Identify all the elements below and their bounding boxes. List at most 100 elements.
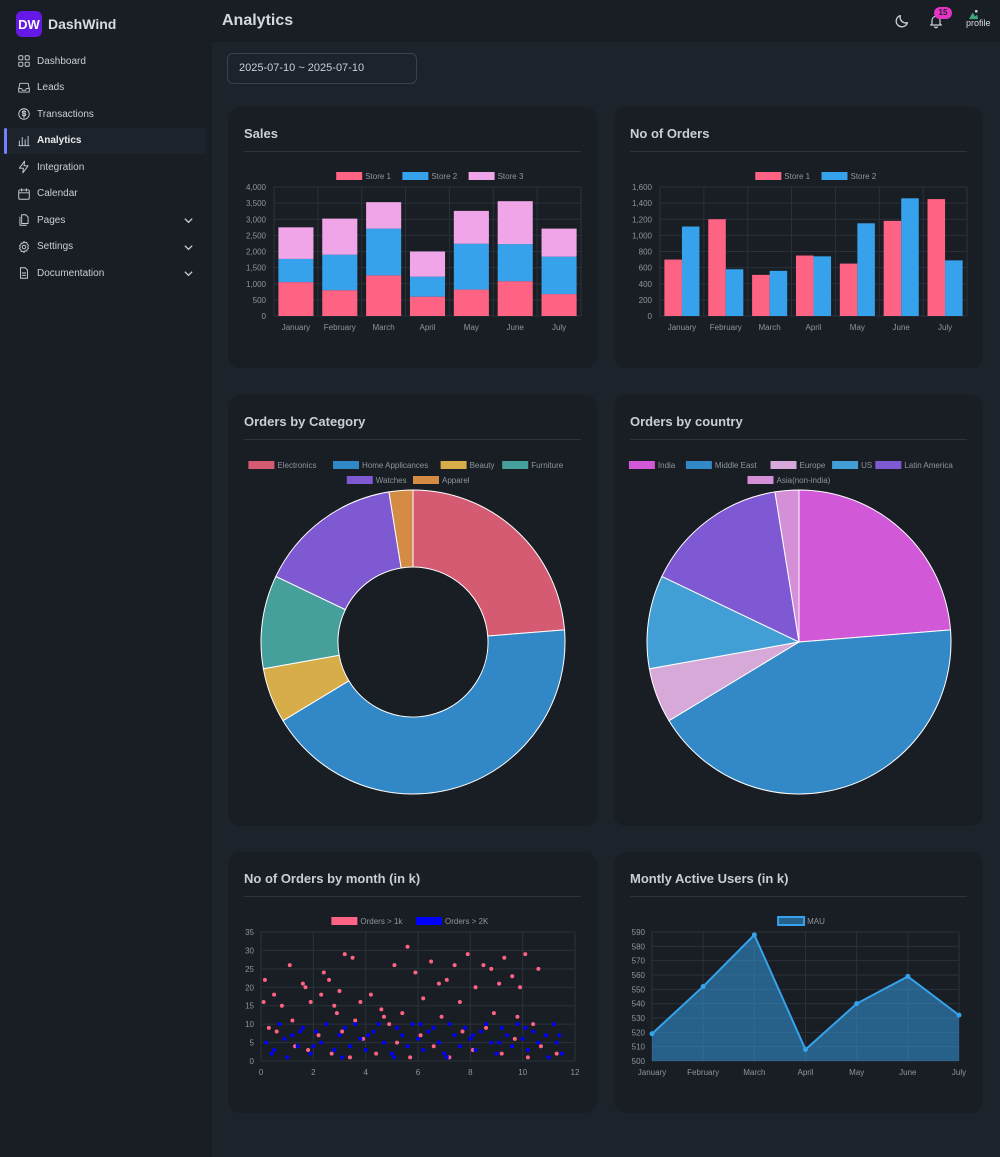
scatter-point [463, 1025, 468, 1030]
scatter-point [520, 1036, 525, 1041]
scatter-point [410, 1022, 415, 1027]
y-tick-label: 400 [639, 280, 653, 289]
scatter-point [413, 970, 418, 975]
scatter-point [536, 966, 541, 971]
scatter-point [272, 992, 277, 997]
scatter-point [400, 1011, 405, 1016]
sidebar-item-transactions[interactable]: Transactions [0, 101, 212, 128]
country-chart: India Middle East Europe US Latin America Asi… [628, 461, 953, 795]
bar [366, 228, 402, 276]
sidebar-item-integration[interactable]: Integration [0, 154, 212, 181]
card-title: Orders by country [630, 414, 743, 429]
bar [322, 254, 358, 291]
y-tick-label: 1,200 [632, 215, 653, 224]
legend-swatch [755, 172, 782, 180]
mau-chart: 500 510 520 530 540 550 560 570 580 590 January Feb… [632, 916, 966, 1077]
scatter-point [481, 963, 486, 968]
scatter-point [327, 977, 332, 982]
calendar-icon [17, 187, 31, 201]
bar [366, 275, 402, 316]
sidebar-item-pages[interactable]: Pages [0, 207, 212, 234]
scatter-point [308, 1051, 313, 1056]
scatter-point [387, 1022, 392, 1027]
scatter-point [319, 1040, 324, 1045]
scatter-point [421, 996, 426, 1001]
bar [541, 228, 577, 257]
scatter-point [444, 977, 449, 982]
scatter-point [381, 1014, 386, 1019]
bar [278, 282, 314, 316]
legend-label: Store 3 [498, 172, 524, 181]
chevron-down-icon [184, 218, 193, 224]
date-range-input[interactable]: 2025-07-10 ~ 2025-07-10 [227, 53, 417, 84]
x-tick-label: July [938, 323, 952, 332]
scatter-point [468, 1036, 473, 1041]
sidebar-item-calendar[interactable]: Calendar [0, 181, 212, 208]
scatter-point [303, 985, 308, 990]
divider [244, 439, 581, 440]
legend-label: Furniture [531, 461, 564, 470]
bar [664, 259, 682, 316]
scatter-point [504, 1033, 509, 1038]
legend-swatch [875, 461, 902, 469]
bar [409, 296, 446, 316]
y-tick-label: 580 [632, 942, 646, 951]
scatter-point [452, 963, 457, 968]
scatter-point [306, 1047, 311, 1052]
card-title: Sales [244, 126, 278, 141]
y-tick-label: 500 [632, 1057, 646, 1066]
scatter-point [379, 1007, 384, 1012]
legend-swatch [685, 461, 712, 469]
sidebar-item-analytics[interactable]: Analytics [4, 127, 206, 154]
x-tick-label: 0 [259, 1068, 264, 1077]
moon-icon[interactable] [894, 13, 910, 29]
legend-swatch [777, 916, 806, 926]
scatter-point [353, 1018, 358, 1023]
y-tick-label: 0 [648, 312, 653, 321]
bar [322, 218, 358, 255]
data-point [956, 1012, 962, 1018]
card-title: Montly Active Users (in k) [630, 871, 789, 886]
sidebar-item-label: Transactions [37, 108, 94, 120]
scatter-point [363, 1047, 368, 1052]
scatter-point [460, 1029, 465, 1034]
scatter-point [554, 1051, 559, 1056]
scatter-point [559, 1051, 564, 1056]
sidebar-item-leads[interactable]: Leads [0, 75, 212, 102]
sales-chart: 0 500 1,000 1,500 2,000 2,500 3,000 3,500 4,000 J… [246, 172, 582, 332]
category-card: Orders by Category Electronics Home Appli… [228, 395, 597, 826]
scatter-point [499, 1051, 504, 1056]
bar [278, 227, 314, 259]
sidebar-item-dashboard[interactable]: Dashboard [0, 48, 212, 75]
scatter-point [457, 1044, 462, 1049]
brand[interactable]: DW DashWind [16, 10, 116, 38]
scatter-point [418, 1033, 423, 1038]
y-tick-label: 530 [632, 1014, 646, 1023]
scatter-point [282, 1036, 287, 1041]
sidebar-item-documentation[interactable]: Documentation [0, 260, 212, 287]
sidebar-nav: Dashboard Leads Transactions Analytics Integ… [0, 48, 212, 287]
y-tick-label: 4,000 [246, 183, 267, 192]
scatter-point [436, 981, 441, 986]
bar [453, 243, 489, 290]
document-icon [17, 266, 31, 280]
legend-label: Watches [376, 476, 407, 485]
scatter-point [321, 970, 326, 975]
scatter-point [421, 1047, 426, 1052]
scatter-point [266, 1025, 271, 1030]
bar-chart-icon [17, 134, 31, 148]
scatter-point [518, 985, 523, 990]
sidebar-item-settings[interactable]: Settings [0, 234, 212, 261]
legend-swatch [770, 461, 797, 469]
legend-swatch [502, 461, 529, 469]
bar [453, 210, 489, 244]
bar [708, 219, 726, 316]
scatter-point [489, 966, 494, 971]
scatter-point [342, 952, 347, 957]
profile-avatar[interactable]: profile [966, 9, 996, 33]
scatter-point [308, 1000, 313, 1005]
scatter-point [358, 1000, 363, 1005]
legend-label: Beauty [470, 461, 495, 470]
bar [541, 294, 577, 316]
y-tick-label: 1,000 [246, 280, 267, 289]
